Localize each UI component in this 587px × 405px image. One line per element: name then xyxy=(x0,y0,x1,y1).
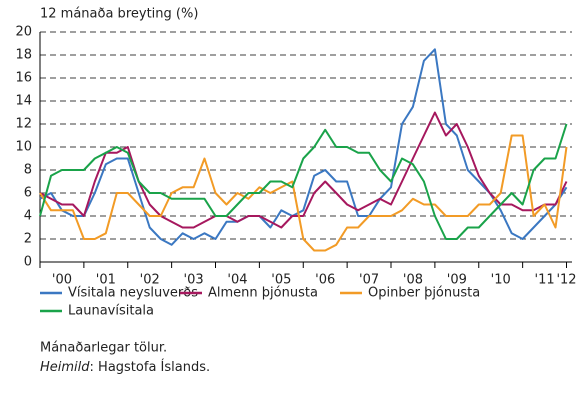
y-tick-label: 4 xyxy=(24,209,32,224)
y-tick-label: 20 xyxy=(15,25,32,40)
y-tick-label: 12 xyxy=(15,117,32,132)
x-tick-label: '08 xyxy=(403,273,423,288)
y-tick-label: 18 xyxy=(15,48,32,63)
x-tick-label: '09 xyxy=(447,273,467,288)
y-tick-label: 8 xyxy=(24,163,32,178)
legend-label: Almenn þjónusta xyxy=(208,286,318,301)
legend-label: Vísitala neysluverðs xyxy=(68,286,198,301)
note: Mánaðarlegar tölur. xyxy=(40,341,167,356)
x-tick-label: '05 xyxy=(271,273,291,288)
x-tick-label: '07 xyxy=(359,273,379,288)
source-label: Heimild xyxy=(40,360,90,375)
y-tick-label: 14 xyxy=(15,94,32,109)
series-line xyxy=(39,111,568,229)
x-tick-label: '06 xyxy=(315,273,335,288)
x-tick-label: '03 xyxy=(184,273,204,288)
series-line xyxy=(39,134,568,252)
source: Heimild: Hagstofa Íslands. xyxy=(40,359,210,375)
series-line xyxy=(39,123,568,240)
y-tick-label: 16 xyxy=(15,71,32,86)
y-tick-label: 6 xyxy=(24,186,32,201)
x-tick-label: '01 xyxy=(96,273,116,288)
x-tick-label: '00 xyxy=(52,273,72,288)
legend-label: Opinber þjónusta xyxy=(368,286,480,301)
y-axis-label: 12 mánaða breyting (%) xyxy=(40,7,198,22)
y-tick-label: 0 xyxy=(24,255,32,270)
x-tick-label: '02 xyxy=(140,273,160,288)
y-tick-label: 10 xyxy=(15,140,32,155)
legend-label: Launavísitala xyxy=(68,304,154,319)
source-text: : Hagstofa Íslands. xyxy=(90,359,211,375)
x-tick-label: '10 xyxy=(491,273,511,288)
x-tick-label: '11 xyxy=(535,273,555,288)
x-tick-label: '04 xyxy=(227,273,247,288)
x-tick-label: '12 xyxy=(556,273,576,288)
series-line xyxy=(39,48,568,246)
y-tick-label: 2 xyxy=(24,232,32,247)
